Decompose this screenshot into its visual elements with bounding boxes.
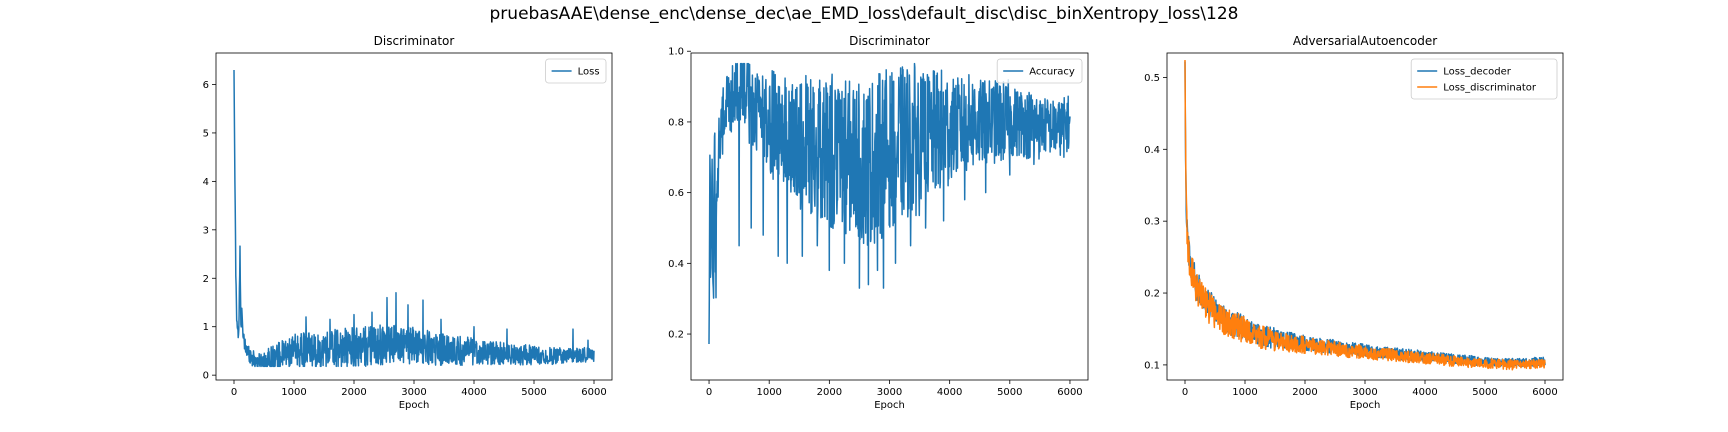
x-axis-label: Epoch (399, 400, 430, 411)
x-axis-label: Epoch (874, 400, 905, 411)
subplot-title: AdversarialAutoencoder (1293, 34, 1437, 48)
accuracy-subplot: Discriminator 0 1000 2000 3000 4000 5000 6000 0.… (668, 34, 1089, 411)
x-tick-label: 5000 (521, 387, 546, 398)
y-tick-label: 0.4 (668, 259, 684, 270)
x-tick-label: 6000 (581, 387, 606, 398)
x-tick-label: 2000 (1292, 387, 1317, 398)
legend-entry: Loss_decoder (1443, 67, 1512, 78)
y-tick-label: 0.6 (668, 188, 684, 199)
y-tick-label: 0.1 (1144, 360, 1160, 371)
x-axis-label: Epoch (1350, 400, 1381, 411)
legend-entry: Accuracy (1029, 67, 1075, 78)
y-tick-label: 2 (203, 274, 209, 285)
x-tick-label: 0 (1182, 387, 1188, 398)
subplot-title: Discriminator (849, 34, 930, 48)
legend-entry: Loss (578, 67, 600, 78)
x-tick-label: 3000 (401, 387, 426, 398)
y-tick-label: 0 (203, 371, 209, 382)
x-tick-label: 5000 (1472, 387, 1497, 398)
x-tick-label: 3000 (1352, 387, 1377, 398)
legend: Loss_decoder Loss_discriminator (1410, 58, 1558, 100)
legend-box (1410, 58, 1558, 100)
y-tick-label: 4 (203, 177, 209, 188)
y-tick-label: 3 (203, 225, 209, 236)
x-tick-label: 2000 (341, 387, 366, 398)
series-line-loss-discriminator (1184, 59, 1546, 371)
x-tick-label: 2000 (817, 387, 842, 398)
y-tick-label: 0.5 (1144, 73, 1160, 84)
x-tick-label: 5000 (997, 387, 1022, 398)
figure-title: pruebasAAE\dense_enc\dense_dec\ae_EMD_lo… (489, 4, 1239, 24)
x-tick-label: 4000 (461, 387, 486, 398)
loss-subplot: Discriminator 0 1000 2000 3000 4000 5000 6000 0 1… (203, 34, 613, 411)
x-tick-label: 4000 (937, 387, 962, 398)
x-tick-label: 0 (706, 387, 712, 398)
legend-box (545, 58, 607, 84)
y-tick-label: 1 (203, 322, 209, 333)
y-tick-label: 0.3 (1144, 217, 1160, 228)
x-tick-label: 1000 (1232, 387, 1257, 398)
x-tick-label: 4000 (1412, 387, 1437, 398)
y-tick-label: 0.2 (668, 330, 684, 341)
x-tick-label: 1000 (281, 387, 306, 398)
x-tick-label: 0 (231, 387, 237, 398)
y-tick-label: 5 (203, 128, 209, 139)
legend: Accuracy (996, 58, 1083, 84)
x-tick-label: 6000 (1532, 387, 1557, 398)
series-line-loss (233, 69, 595, 368)
x-tick-label: 6000 (1057, 387, 1082, 398)
x-tick-label: 1000 (756, 387, 781, 398)
y-tick-label: 0.4 (1144, 145, 1160, 156)
series-line-accuracy (708, 62, 1071, 345)
legend: Loss (545, 58, 607, 84)
autoencoder-subplot: AdversarialAutoencoder 0 1000 2000 3000 4000 5… (1144, 34, 1564, 411)
y-tick-label: 0.2 (1144, 289, 1160, 300)
legend-entry: Loss_discriminator (1443, 83, 1537, 94)
y-tick-label: 1.0 (668, 47, 684, 58)
subplot-title: Discriminator (374, 34, 455, 48)
legend-box (996, 58, 1083, 84)
x-tick-label: 3000 (877, 387, 902, 398)
y-tick-label: 6 (203, 80, 209, 91)
y-tick-label: 0.8 (668, 117, 684, 128)
